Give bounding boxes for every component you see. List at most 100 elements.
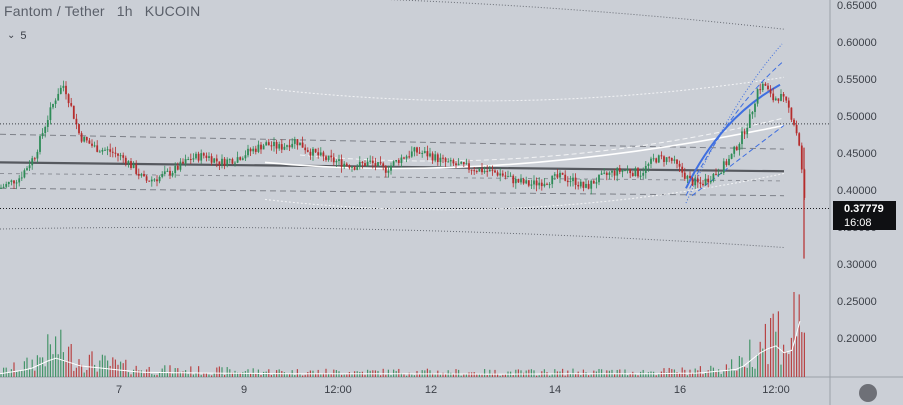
interval-label[interactable]: 1h bbox=[116, 3, 133, 19]
volume-bar bbox=[582, 369, 584, 377]
volume-bar bbox=[619, 369, 621, 377]
candle-down bbox=[564, 174, 567, 181]
candle-down bbox=[787, 100, 790, 108]
price-tick-label: 0.30000 bbox=[837, 259, 877, 271]
volume-bar bbox=[205, 373, 207, 377]
volume-bar bbox=[221, 367, 223, 377]
last-price: 0.37779 bbox=[844, 203, 884, 215]
volume-bar bbox=[265, 371, 267, 377]
candle-down bbox=[296, 139, 299, 146]
candle-up bbox=[390, 165, 392, 171]
volume-bar bbox=[260, 375, 262, 377]
volume-bar bbox=[767, 364, 769, 377]
candle-up bbox=[187, 159, 190, 161]
candle-down bbox=[202, 153, 205, 156]
volume-bar bbox=[351, 374, 353, 377]
candle-up bbox=[343, 163, 346, 167]
candle-up bbox=[756, 89, 759, 104]
channel-mid bbox=[685, 83, 781, 189]
volume-bar bbox=[460, 375, 462, 377]
volume-bar bbox=[419, 374, 421, 377]
candle-down bbox=[496, 172, 499, 176]
candle-up bbox=[483, 170, 486, 173]
indicators-toggle[interactable]: ⌄ 5 bbox=[7, 29, 27, 43]
volume-bar bbox=[112, 357, 114, 377]
candle-up bbox=[608, 172, 611, 175]
volume-bar bbox=[385, 374, 387, 377]
volume-bar bbox=[250, 373, 252, 377]
candle-up bbox=[624, 169, 626, 171]
candle-down bbox=[618, 168, 621, 172]
candle-up bbox=[686, 175, 689, 179]
candle-down bbox=[793, 119, 795, 125]
candle-up bbox=[171, 172, 174, 176]
volume-bar bbox=[465, 373, 467, 377]
candle-down bbox=[605, 172, 608, 175]
candle-up bbox=[434, 154, 437, 161]
volume-bar bbox=[39, 357, 41, 377]
candle-up bbox=[572, 177, 574, 182]
volume-bar bbox=[406, 375, 408, 377]
volume-bar bbox=[655, 375, 657, 377]
volume-bar bbox=[499, 375, 501, 377]
volume-bar bbox=[255, 373, 257, 377]
volume-bar bbox=[663, 368, 665, 377]
volume-bar bbox=[218, 366, 220, 377]
volume-bar bbox=[200, 374, 202, 377]
candle-up bbox=[226, 159, 229, 166]
volume-bar bbox=[86, 370, 88, 377]
volume-bar bbox=[65, 360, 67, 377]
volume-bar bbox=[463, 373, 465, 377]
volume-bar bbox=[759, 341, 761, 377]
candle-up bbox=[36, 151, 39, 159]
candle-down bbox=[592, 180, 595, 184]
candle-up bbox=[488, 169, 491, 172]
volume-ma-line bbox=[0, 320, 801, 375]
price-tick-label: 0.55000 bbox=[837, 74, 877, 86]
candle-up bbox=[704, 178, 707, 186]
candle-down bbox=[325, 156, 327, 160]
volume-bar bbox=[621, 373, 623, 377]
candle-down bbox=[681, 166, 684, 173]
volume-bar bbox=[528, 369, 530, 377]
volume-bar bbox=[692, 372, 694, 377]
volume-bar bbox=[512, 374, 514, 377]
candle-up bbox=[244, 155, 247, 159]
candle-down bbox=[88, 140, 91, 144]
candle-down bbox=[660, 155, 663, 157]
candle-down bbox=[501, 173, 504, 176]
volume-bar bbox=[83, 372, 85, 377]
volume-bar bbox=[790, 337, 792, 377]
candle-down bbox=[504, 175, 507, 177]
volume-bar bbox=[179, 371, 181, 377]
candle-down bbox=[582, 181, 585, 188]
volume-bar bbox=[99, 360, 101, 377]
candle-up bbox=[195, 153, 197, 159]
volume-bar bbox=[361, 371, 363, 377]
volume-bar bbox=[244, 371, 246, 377]
candle-up bbox=[429, 153, 431, 157]
chevron-down-icon[interactable]: ⌄ bbox=[7, 29, 16, 41]
candle-down bbox=[65, 85, 67, 95]
volume-bar bbox=[614, 373, 616, 377]
candle-up bbox=[673, 159, 676, 161]
candle-down bbox=[382, 163, 385, 167]
candle-up bbox=[377, 162, 379, 166]
volume-bar bbox=[549, 375, 551, 377]
volume-bar bbox=[299, 374, 301, 377]
circle-icon[interactable] bbox=[859, 384, 877, 402]
volume-bar bbox=[120, 361, 122, 377]
candle-down bbox=[785, 96, 788, 101]
volume-bar bbox=[242, 371, 244, 377]
symbol-name[interactable]: Fantom / Tether bbox=[4, 3, 105, 19]
volume-bar bbox=[484, 369, 486, 377]
time-tick-label: 12 bbox=[424, 384, 438, 396]
candle-down bbox=[631, 173, 634, 176]
candle-down bbox=[418, 152, 421, 154]
candle-up bbox=[5, 184, 8, 187]
candle-up bbox=[405, 156, 408, 159]
candle-up bbox=[228, 159, 231, 161]
volume-bar bbox=[710, 365, 712, 377]
